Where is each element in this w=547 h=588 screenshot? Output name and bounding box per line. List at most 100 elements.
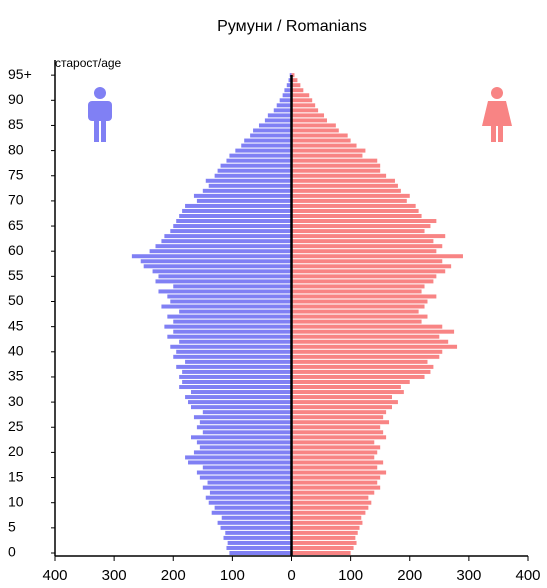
bar [291, 319, 422, 324]
bar [291, 118, 327, 123]
bar [291, 213, 422, 218]
bar [199, 475, 292, 480]
bar [131, 254, 292, 259]
x-tick-label: 400 [42, 567, 67, 584]
bar [229, 153, 292, 158]
bar [176, 349, 292, 354]
bar [286, 83, 292, 88]
bar [229, 551, 292, 555]
bar [185, 359, 292, 364]
female-icon [482, 87, 512, 142]
bar [291, 78, 298, 83]
bar [291, 324, 443, 329]
bar [276, 103, 292, 108]
bar [188, 400, 292, 405]
y-tick-label: 30 [8, 393, 24, 409]
bar [291, 224, 431, 229]
bar [288, 78, 292, 83]
bar [173, 329, 292, 334]
bar [291, 123, 336, 128]
bar [199, 445, 292, 450]
bar [291, 219, 437, 224]
bar [291, 339, 449, 344]
bar [193, 450, 292, 455]
bar [202, 465, 292, 470]
bar [291, 545, 354, 550]
bar [164, 234, 292, 239]
bar [291, 410, 387, 415]
bar [291, 515, 362, 520]
bar [291, 465, 378, 470]
bar [223, 535, 292, 540]
bar [291, 445, 381, 450]
male-icon [88, 87, 112, 142]
bar [170, 229, 292, 234]
bar [143, 264, 292, 269]
y-axis-label: старост/age [55, 56, 122, 70]
bar [291, 148, 366, 153]
bar [291, 113, 325, 118]
bar [291, 254, 463, 259]
bar [220, 163, 292, 168]
x-tick-label: 0 [287, 567, 295, 584]
bar [291, 299, 428, 304]
bar [221, 515, 292, 520]
bar [291, 420, 390, 425]
bar [214, 173, 292, 178]
bar [182, 208, 292, 213]
bar [185, 203, 292, 208]
bar [291, 314, 428, 319]
y-tick-label: 65 [8, 217, 24, 233]
bar [291, 344, 458, 349]
x-tick-label: 300 [102, 567, 127, 584]
bar [284, 88, 292, 93]
bar [291, 133, 348, 138]
bar [185, 455, 292, 460]
x-tick-label: 100 [220, 567, 245, 584]
bar [161, 304, 292, 309]
bar [226, 545, 292, 550]
bar [291, 329, 455, 334]
bar [208, 500, 292, 505]
y-tick-label: 15 [8, 468, 24, 484]
bar [190, 405, 292, 410]
bar [291, 520, 363, 525]
bar [291, 98, 313, 103]
y-tick-label: 10 [8, 493, 24, 509]
bar [244, 138, 292, 143]
bar [196, 440, 292, 445]
bar [291, 359, 428, 364]
bar [291, 395, 393, 400]
bar [291, 379, 410, 384]
bar [291, 304, 425, 309]
bar [291, 178, 395, 183]
bar [291, 294, 437, 299]
y-tick-label: 50 [8, 292, 24, 308]
bar [170, 299, 292, 304]
bar [291, 495, 369, 500]
bar [158, 274, 292, 279]
bar [258, 123, 292, 128]
bar [179, 213, 292, 218]
bar [173, 224, 292, 229]
bar [205, 178, 292, 183]
bar [235, 148, 292, 153]
bar [176, 219, 292, 224]
bar [291, 440, 375, 445]
bar [199, 420, 292, 425]
bar [167, 334, 292, 339]
bar [291, 480, 378, 485]
bar [190, 390, 292, 395]
bar [208, 183, 292, 188]
bar [291, 334, 440, 339]
bar [185, 395, 292, 400]
bar [291, 309, 419, 314]
bar [291, 73, 295, 78]
bar [291, 510, 366, 515]
bar [164, 324, 292, 329]
bar [291, 435, 387, 440]
bar [291, 279, 434, 284]
bar [282, 93, 292, 98]
bar [152, 269, 292, 274]
